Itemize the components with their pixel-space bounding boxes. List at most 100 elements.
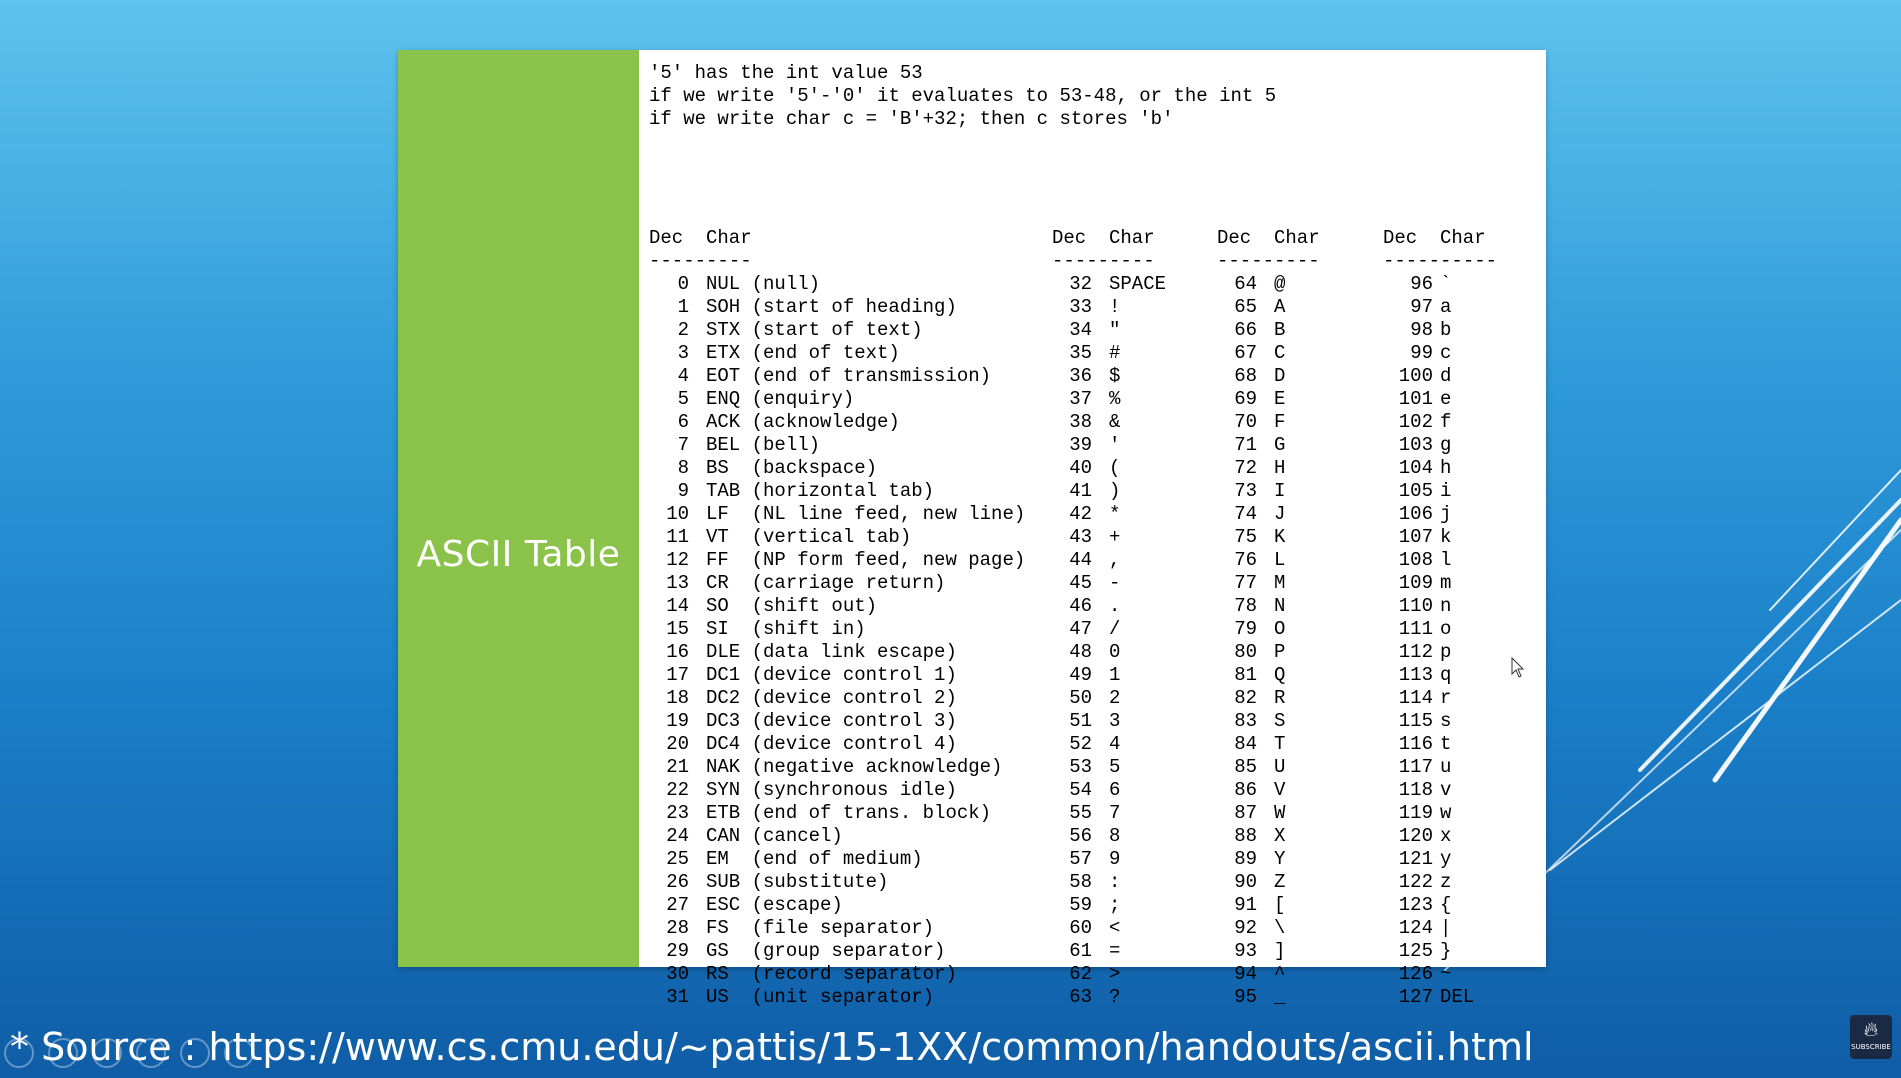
flame-logo-icon: 🔥︎: [1863, 1017, 1879, 1041]
row-dec: 71: [1234, 434, 1257, 456]
table-row: 27 ESC (escape) 59; 91 [123 {: [649, 894, 1539, 917]
row-char: !: [1109, 296, 1121, 318]
row-dec: 120: [1398, 825, 1433, 847]
row-dec: 27: [666, 894, 689, 916]
row-char: DC2 (device control 2): [706, 687, 957, 709]
row-dec: 78: [1234, 595, 1257, 617]
row-dec: 62: [1069, 963, 1092, 985]
pen-tool-button[interactable]: [92, 1038, 122, 1068]
row-char: +: [1109, 526, 1121, 548]
table-row: 3 ETX (end of text) 35 #67 C 99 c: [649, 342, 1539, 365]
row-char: /: [1109, 618, 1121, 640]
row-dec: 0: [677, 273, 689, 295]
row-dec: 29: [666, 940, 689, 962]
slides-view-button[interactable]: [136, 1038, 166, 1068]
row-char: ENQ (enquiry): [706, 388, 855, 410]
table-row: 13 CR (carriage return) 45- 77 M 109 m: [649, 572, 1539, 595]
row-dec: 54: [1069, 779, 1092, 801]
row-char: FS (file separator): [706, 917, 935, 939]
row-dec: 121: [1398, 848, 1433, 870]
row-dec: 94: [1234, 963, 1257, 985]
row-char: N: [1274, 595, 1286, 617]
row-char: TAB (horizontal tab): [706, 480, 935, 502]
header-dec: Dec: [1217, 227, 1252, 249]
row-char: Y: [1274, 848, 1286, 870]
row-dec: 96: [1410, 273, 1433, 295]
header-dec: Dec: [1052, 227, 1087, 249]
row-dec: 72: [1234, 457, 1257, 479]
row-char: n: [1440, 595, 1452, 617]
row-char: #: [1109, 342, 1121, 364]
row-dec: 69: [1234, 388, 1257, 410]
row-dec: 2: [677, 319, 689, 341]
row-char: ^: [1274, 963, 1286, 985]
row-dec: 109: [1398, 572, 1433, 594]
subscribe-badge[interactable]: 🔥︎ SUBSCRIBE: [1850, 1015, 1892, 1059]
row-dec: 92: [1234, 917, 1257, 939]
row-char: @: [1274, 273, 1286, 295]
row-dec: 79: [1234, 618, 1257, 640]
row-dec: 8: [677, 457, 689, 479]
row-char: u: [1440, 756, 1452, 778]
row-dec: 81: [1234, 664, 1257, 686]
row-char: 3: [1109, 710, 1121, 732]
slide-title: ASCII Table: [416, 534, 621, 575]
row-char: W: [1274, 802, 1286, 824]
row-dec: 57: [1069, 848, 1092, 870]
row-dec: 74: [1234, 503, 1257, 525]
row-char: g: [1440, 434, 1452, 456]
table-row: 8 BS (backspace) 40 (72 H 104 h: [649, 457, 1539, 480]
more-options-button[interactable]: [224, 1038, 254, 1068]
row-dec: 5: [677, 388, 689, 410]
row-dec: 97: [1410, 296, 1433, 318]
row-dec: 118: [1398, 779, 1433, 801]
row-dec: 13: [666, 572, 689, 594]
row-dec: 48: [1069, 641, 1092, 663]
table-row: 19 DC3 (device control 3) 51 3 83 S 115 s: [649, 710, 1539, 733]
divider: ---------: [1217, 250, 1320, 272]
row-dec: 98: [1410, 319, 1433, 341]
row-char: SPACE: [1109, 273, 1167, 295]
title-panel: ASCII Table: [398, 50, 639, 967]
row-char: DLE (data link escape): [706, 641, 957, 663]
row-dec: 68: [1234, 365, 1257, 387]
row-char: 7: [1109, 802, 1121, 824]
zoom-button[interactable]: [180, 1038, 210, 1068]
row-char: ETB (end of trans. block): [706, 802, 992, 824]
row-char: BS (backspace): [706, 457, 878, 479]
row-char: 1: [1109, 664, 1121, 686]
row-char: SO (shift out): [706, 595, 878, 617]
row-char: (: [1109, 457, 1121, 479]
row-dec: 37: [1069, 388, 1092, 410]
row-dec: 24: [666, 825, 689, 847]
row-dec: 61: [1069, 940, 1092, 962]
row-char: j: [1440, 503, 1452, 525]
table-row: 0 NUL (null) 32 SPACE 64 @96 `: [649, 273, 1539, 296]
row-char: D: [1274, 365, 1286, 387]
row-dec: 107: [1398, 526, 1433, 548]
table-row: 5 ENQ (enquiry) 37% 69 E 101 e: [649, 388, 1539, 411]
row-dec: 39: [1069, 434, 1092, 456]
previous-slide-button[interactable]: [4, 1038, 34, 1068]
header-char: Char: [1440, 227, 1486, 249]
table-row: 22 SYN (synchronous idle) 54 6 86 V 118 v: [649, 779, 1539, 802]
row-char: -: [1109, 572, 1121, 594]
row-dec: 84: [1234, 733, 1257, 755]
row-char: |: [1440, 917, 1452, 939]
ascii-table: Dec Char Dec Char Dec Char Dec Char ----…: [649, 227, 1539, 1009]
row-dec: 10: [666, 503, 689, 525]
row-dec: 44: [1069, 549, 1092, 571]
row-char: R: [1274, 687, 1286, 709]
row-char: ;: [1109, 894, 1121, 916]
row-dec: 20: [666, 733, 689, 755]
table-row: 25 EM (end of medium) 57 9 89 Y 121 y: [649, 848, 1539, 871]
row-dec: 25: [666, 848, 689, 870]
row-dec: 7: [677, 434, 689, 456]
table-row: 6 ACK (acknowledge) 38 & 70 F 102 f: [649, 411, 1539, 434]
row-dec: 26: [666, 871, 689, 893]
row-char: t: [1440, 733, 1452, 755]
row-char: FF (NP form feed, new page): [706, 549, 1026, 571]
next-slide-button[interactable]: [48, 1038, 78, 1068]
row-dec: 116: [1398, 733, 1433, 755]
row-dec: 108: [1398, 549, 1433, 571]
